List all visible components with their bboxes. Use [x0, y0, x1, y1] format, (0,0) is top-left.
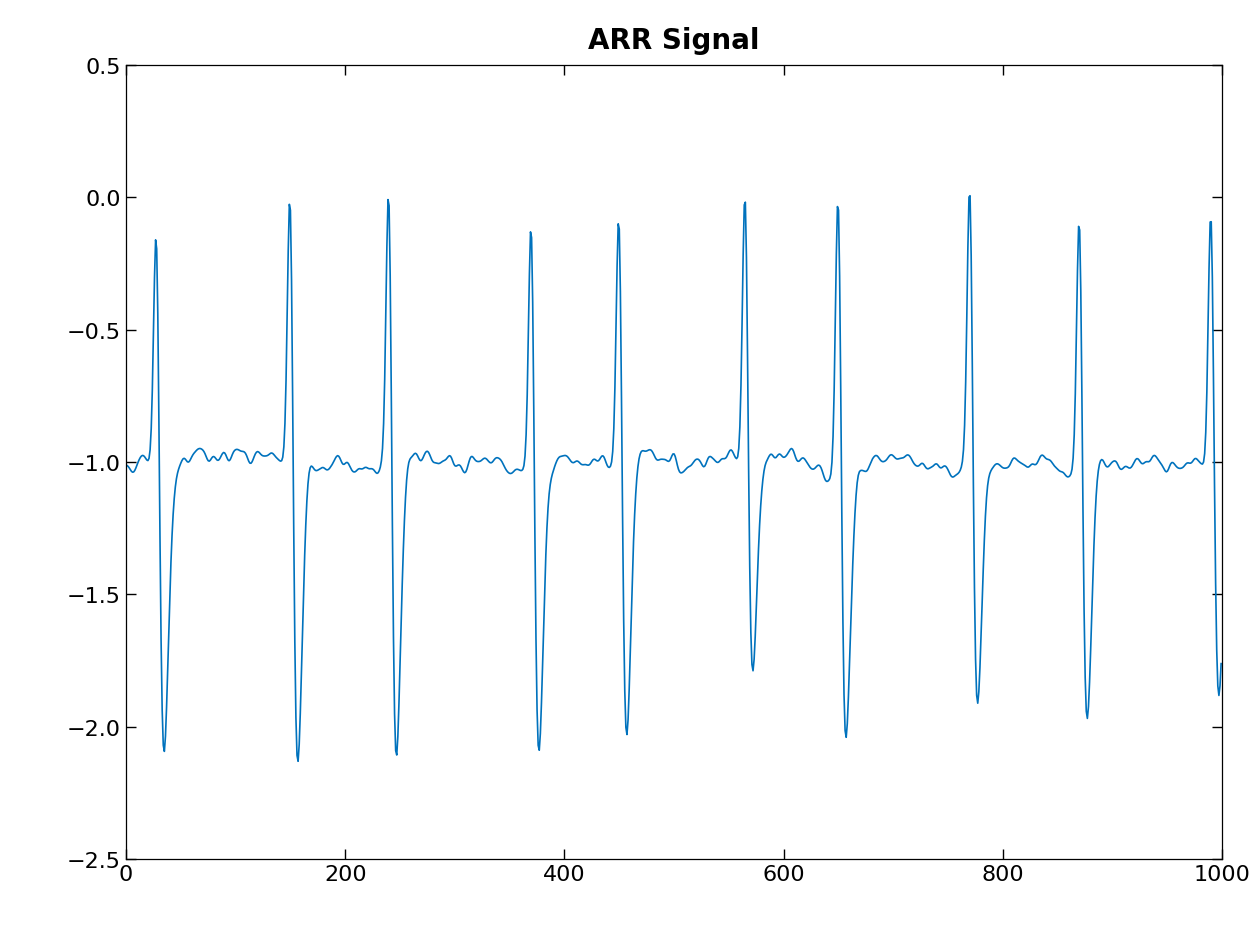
- Title: ARR Signal: ARR Signal: [588, 27, 760, 56]
